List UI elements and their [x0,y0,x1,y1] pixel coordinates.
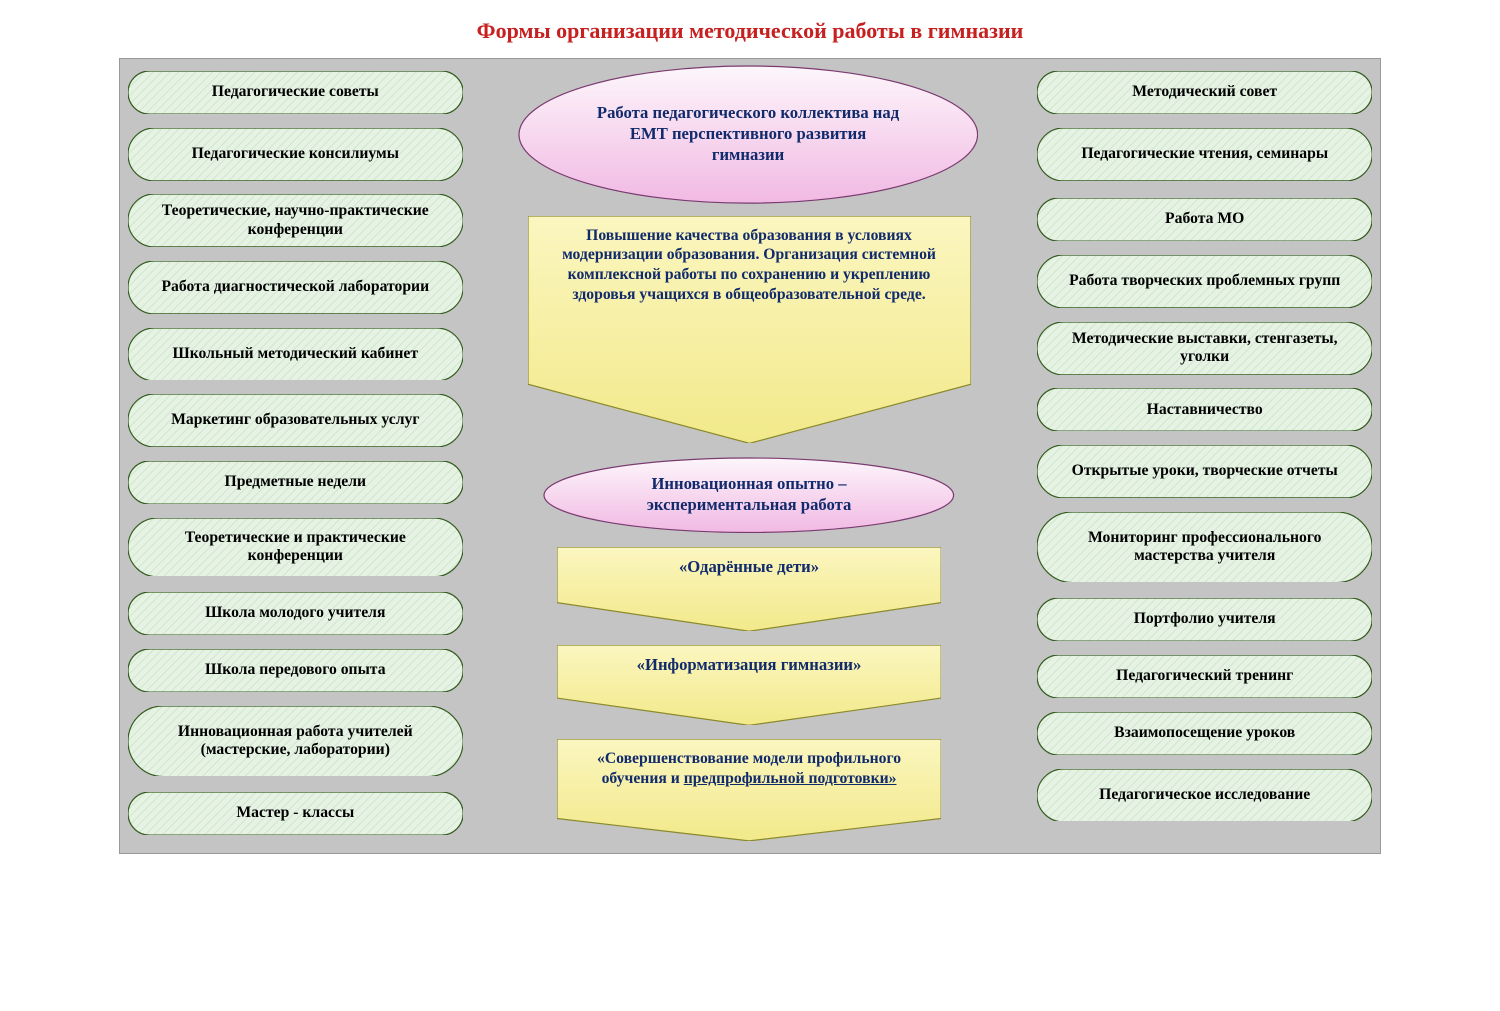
arrowcard-text: «Совершенствование модели профильного об… [557,739,941,818]
left-pill-11: Мастер - классы [128,792,463,835]
pill-label: Наставничество [1147,401,1263,420]
pill-label: Маркетинг образовательных услуг [171,411,419,430]
left-pill-10: Инновационная работа учителей (мастерски… [128,706,463,777]
diagram-canvas: Педагогические советы Педагогические кон… [119,58,1381,854]
left-pill-2: Теоретические, научно-практические конфе… [128,194,463,247]
left-pill-0: Педагогические советы [128,71,463,114]
pill-label: Педагогические чтения, семинары [1081,145,1328,164]
pill-label: Школа молодого учителя [205,604,385,623]
right-pill-10: Взаимопосещение уроков [1037,712,1372,755]
center-ellipse-0: Работа педагогического коллектива над ЕМ… [518,65,979,204]
page-title: Формы организации методической работы в … [18,18,1482,44]
right-pill-3: Работа творческих проблемных групп [1037,255,1372,308]
pill-label: Портфолио учителя [1134,610,1276,629]
center-arrowcard-2: «Информатизация гимназии» [557,645,941,725]
pill-label: Теоретические и практические конференции [156,529,435,566]
pill-label: Школа передового опыта [205,661,386,680]
left-pill-4: Школьный методический кабинет [128,328,463,381]
right-pill-6: Открытые уроки, творческие отчеты [1037,445,1372,498]
right-pill-9: Педагогический тренинг [1037,655,1372,698]
left-pill-6: Предметные недели [128,461,463,504]
pill-label: Предметные недели [225,473,367,492]
ellipse-text: Инновационная опытно – экспериментальная… [613,474,885,516]
right-pill-5: Наставничество [1037,388,1372,431]
left-pill-5: Маркетинг образовательных услуг [128,394,463,447]
pill-label: Мониторинг профессионального мастерства … [1065,529,1344,566]
pill-label: Работа творческих проблемных групп [1069,272,1340,291]
center-ellipse-1: Инновационная опытно – экспериментальная… [543,457,955,533]
arrowcard-text: «Одарённые дети» [557,547,941,603]
right-pill-7: Мониторинг профессионального мастерства … [1037,512,1372,583]
arrowcard-text: «Информатизация гимназии» [557,645,941,698]
pill-label: Открытые уроки, творческие отчеты [1072,462,1338,481]
pill-label: Методические выставки, стенгазеты, уголк… [1065,330,1344,367]
pill-label: Педагогические консилиумы [192,145,399,164]
ellipse-text: Работа педагогического коллектива над ЕМ… [592,103,904,165]
pill-label: Школьный методический кабинет [173,345,419,364]
left-pill-9: Школа передового опыта [128,649,463,692]
center-arrowcard-1: «Одарённые дети» [557,547,941,631]
pill-label: Педагогический тренинг [1116,667,1293,686]
left-pill-8: Школа молодого учителя [128,592,463,635]
pill-label: Теоретические, научно-практические конфе… [156,202,435,239]
pill-label: Работа диагностической лаборатории [161,278,429,297]
right-pill-1: Педагогические чтения, семинары [1037,128,1372,181]
pill-label: Мастер - классы [236,804,354,823]
right-pill-4: Методические выставки, стенгазеты, уголк… [1037,322,1372,375]
right-pill-0: Методический совет [1037,71,1372,114]
center-arrowcard-0: Повышение качества образования в условия… [528,216,971,443]
pill-label: Педагогические советы [212,83,379,102]
pill-label: Взаимопосещение уроков [1114,724,1295,743]
left-pill-7: Теоретические и практические конференции [128,518,463,577]
arrowcard-text: Повышение качества образования в условия… [528,216,971,384]
right-pill-8: Портфолио учителя [1037,598,1372,641]
pill-label: Инновационная работа учителей (мастерски… [156,723,435,760]
pill-label: Педагогическое исследование [1099,786,1310,805]
pill-label: Работа МО [1165,210,1244,229]
pill-label: Методический совет [1132,83,1277,102]
center-arrowcard-3: «Совершенствование модели профильного об… [557,739,941,841]
right-pill-11: Педагогическое исследование [1037,769,1372,822]
right-pill-2: Работа МО [1037,198,1372,241]
left-pill-3: Работа диагностической лаборатории [128,261,463,314]
left-pill-1: Педагогические консилиумы [128,128,463,181]
